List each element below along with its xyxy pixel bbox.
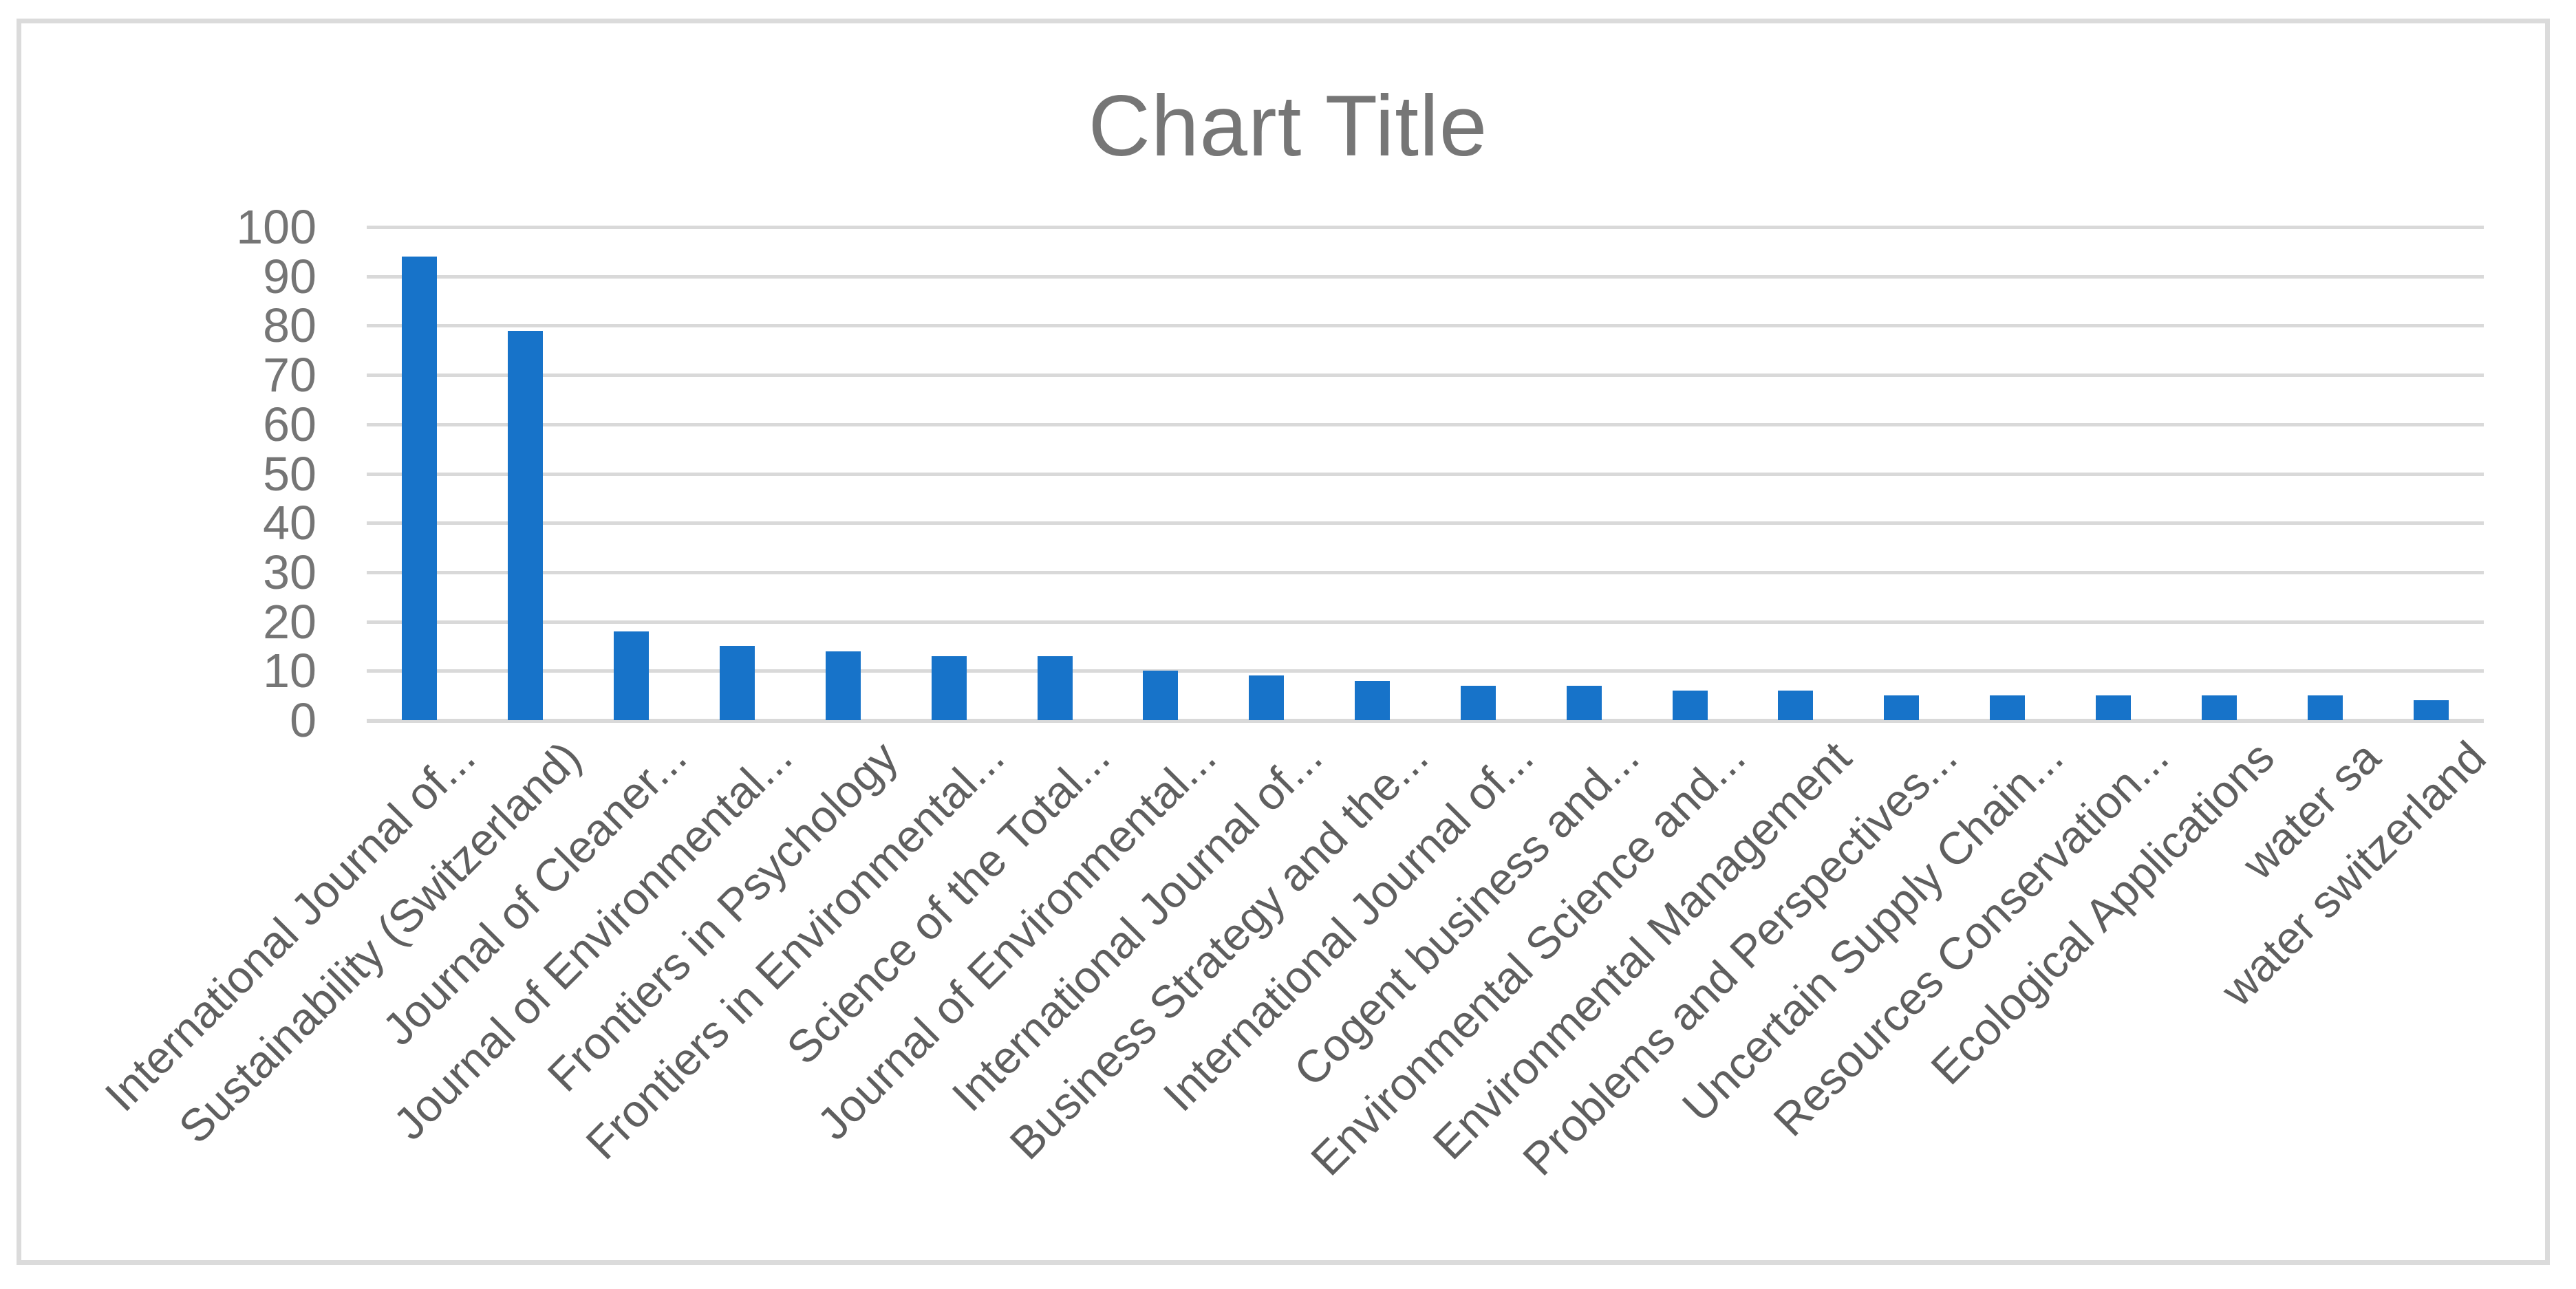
gridline-50 bbox=[367, 473, 2484, 476]
gridline-70 bbox=[367, 373, 2484, 377]
y-axis-tick-label: 80 bbox=[263, 299, 316, 352]
bar bbox=[1461, 686, 1496, 720]
gridline-90 bbox=[367, 275, 2484, 279]
y-axis-tick-label: 0 bbox=[290, 693, 316, 747]
bar bbox=[720, 646, 755, 720]
bar bbox=[1249, 675, 1284, 720]
bar bbox=[1884, 695, 1919, 720]
bar bbox=[2414, 700, 2449, 720]
bar bbox=[826, 651, 861, 720]
bar bbox=[2202, 695, 2237, 720]
gridline-60 bbox=[367, 423, 2484, 426]
plot-area bbox=[367, 226, 2484, 723]
bar bbox=[1355, 681, 1390, 720]
chart-title: Chart Title bbox=[1088, 78, 1488, 174]
bar bbox=[1143, 671, 1178, 720]
y-axis-tick-label: 40 bbox=[263, 496, 316, 550]
bar bbox=[932, 656, 967, 720]
bar bbox=[614, 631, 649, 720]
gridline-40 bbox=[367, 521, 2484, 525]
bar bbox=[402, 257, 437, 720]
y-axis-tick-label: 20 bbox=[263, 595, 316, 649]
y-axis-tick-label: 60 bbox=[263, 398, 316, 451]
y-axis-tick-label: 90 bbox=[263, 250, 316, 303]
bar bbox=[2096, 695, 2131, 720]
bar bbox=[1673, 691, 1708, 720]
gridline-80 bbox=[367, 324, 2484, 327]
y-axis-tick-label: 30 bbox=[263, 545, 316, 599]
x-axis-line bbox=[367, 719, 2484, 723]
bar bbox=[1778, 691, 1813, 720]
y-axis-tick-label: 50 bbox=[263, 447, 316, 501]
bar bbox=[2308, 695, 2343, 720]
bar bbox=[1567, 686, 1602, 720]
gridline-20 bbox=[367, 620, 2484, 624]
gridline-100 bbox=[367, 226, 2484, 229]
gridline-30 bbox=[367, 571, 2484, 574]
bar bbox=[1038, 656, 1073, 720]
bar bbox=[1990, 695, 2025, 720]
y-axis-tick-label: 70 bbox=[263, 348, 316, 402]
y-axis-tick-label: 10 bbox=[263, 644, 316, 697]
bar bbox=[508, 331, 543, 720]
gridline-10 bbox=[367, 669, 2484, 673]
y-axis-tick-label: 100 bbox=[236, 200, 316, 254]
